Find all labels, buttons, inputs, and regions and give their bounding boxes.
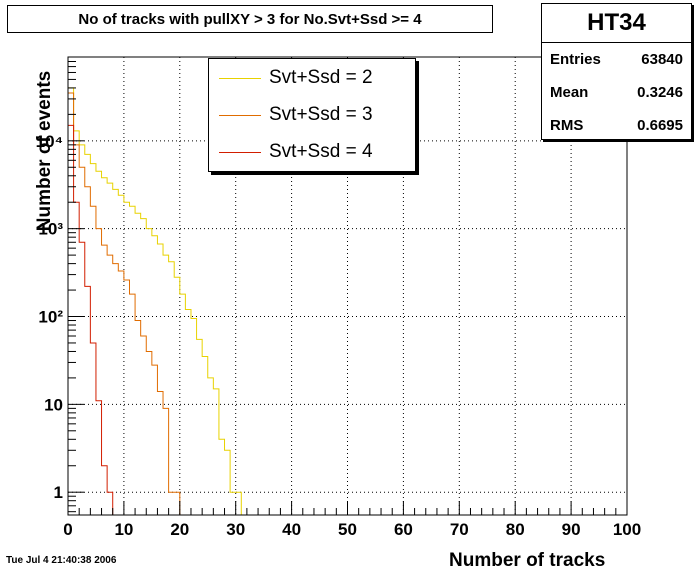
stats-box: HT34 Entries 63840 Mean 0.3246 RMS 0.669… <box>541 3 692 140</box>
legend-label-svt-ssd-3: Svt+Ssd = 3 <box>269 104 373 125</box>
x-tick-label-100: 100 <box>613 520 641 539</box>
legend: Svt+Ssd = 2 Svt+Ssd = 3 Svt+Ssd = 4 <box>208 58 416 172</box>
y-axis-title: Number of events <box>34 70 55 232</box>
legend-swatch-svt-ssd-4 <box>219 151 261 153</box>
stats-row-mean: Mean 0.3246 <box>542 76 691 109</box>
x-tick-label-40: 40 <box>282 520 301 539</box>
y-tick-label-100: 10² <box>38 308 63 327</box>
legend-swatch-svt-ssd-3 <box>219 114 261 116</box>
y-tick-label-10000: 10⁴ <box>36 132 63 151</box>
legend-swatch-svt-ssd-2 <box>219 77 261 79</box>
stats-mean-value: 0.3246 <box>637 84 683 101</box>
y-tick-label-1: 1 <box>54 483 63 502</box>
series-line-1 <box>68 92 186 516</box>
legend-label-svt-ssd-4: Svt+Ssd = 4 <box>269 141 373 162</box>
x-tick-label-70: 70 <box>450 520 469 539</box>
stats-row-entries: Entries 63840 <box>542 43 691 76</box>
legend-entry-svt-ssd-2: Svt+Ssd = 2 <box>209 61 415 95</box>
stats-entries-label: Entries <box>550 51 601 68</box>
x-tick-label-10: 10 <box>114 520 133 539</box>
x-tick-label-50: 50 <box>338 520 357 539</box>
series-line-0 <box>68 87 247 516</box>
chart-title-text: No of tracks with pullXY > 3 for No.Svt+… <box>78 10 422 28</box>
stats-entries-value: 63840 <box>641 51 683 68</box>
legend-entry-svt-ssd-3: Svt+Ssd = 3 <box>209 98 415 132</box>
stats-mean-label: Mean <box>550 84 589 101</box>
x-tick-label-60: 60 <box>394 520 413 539</box>
legend-entry-svt-ssd-4: Svt+Ssd = 4 <box>209 135 415 169</box>
x-tick-label-90: 90 <box>562 520 581 539</box>
stats-histogram-name: HT34 <box>542 4 691 43</box>
y-tick-label-10: 10 <box>44 395 63 414</box>
chart-title: No of tracks with pullXY > 3 for No.Svt+… <box>7 5 493 33</box>
stats-row-rms: RMS 0.6695 <box>542 109 691 142</box>
stats-rms-value: 0.6695 <box>637 117 683 134</box>
x-tick-label-80: 80 <box>506 520 525 539</box>
series-line-2 <box>68 124 119 516</box>
series-layer <box>68 87 247 516</box>
x-tick-label-0: 0 <box>63 520 72 539</box>
x-tick-label-20: 20 <box>170 520 189 539</box>
legend-label-svt-ssd-2: Svt+Ssd = 2 <box>269 67 373 88</box>
y-tick-label-1000: 10³ <box>38 220 63 239</box>
timestamp: Tue Jul 4 21:40:38 2006 <box>6 555 117 566</box>
stats-rms-label: RMS <box>550 117 584 134</box>
x-tick-label-30: 30 <box>226 520 245 539</box>
x-axis-title: Number of tracks <box>449 550 606 571</box>
